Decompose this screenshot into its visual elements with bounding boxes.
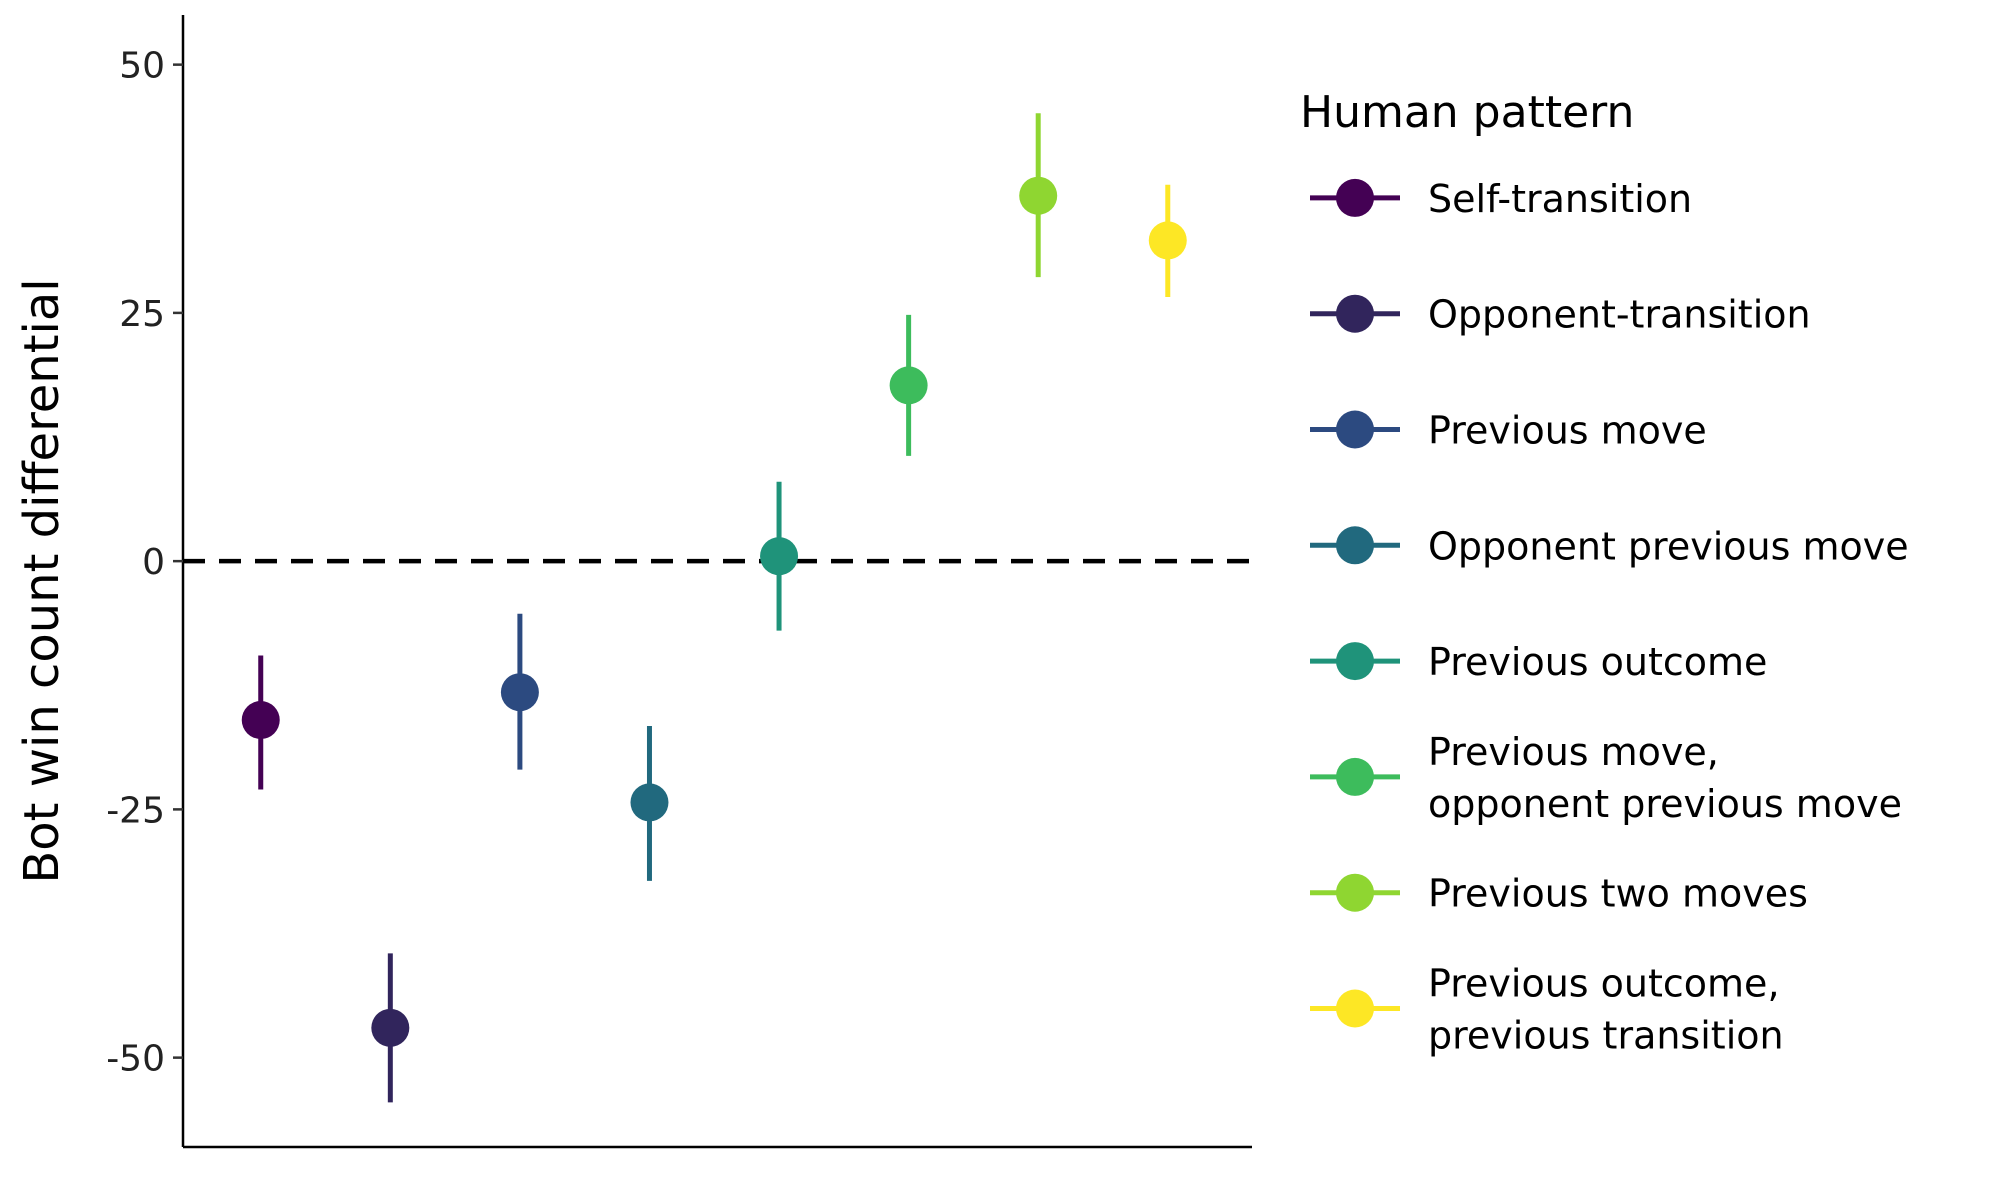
legend-key-point [1336, 873, 1374, 912]
series-mark [241, 655, 280, 790]
legend-title: Human pattern [1300, 87, 1634, 138]
legend-label: Previous two moves [1428, 872, 1808, 916]
series-mark [1148, 184, 1187, 298]
legend-item: Previous outcome, previous transition [1310, 962, 1784, 1058]
legend-key-point [1336, 642, 1374, 681]
data-point [500, 673, 539, 712]
legend-key-point [1336, 178, 1374, 217]
legend-label: previous transition [1428, 1014, 1784, 1058]
legend-label: Previous move, [1428, 730, 1719, 774]
legend-item: Opponent-transition [1310, 293, 1811, 337]
series-mark [760, 481, 799, 631]
legend-item: Previous two moves [1310, 872, 1808, 916]
y-axis-title: Bot win count differential [14, 278, 70, 883]
data-point [630, 783, 669, 822]
legend-label: Previous outcome, [1428, 962, 1780, 1006]
series-mark [371, 953, 410, 1103]
legend-label: Opponent previous move [1428, 524, 1909, 568]
series-mark [889, 314, 928, 456]
legend-key-point [1336, 410, 1374, 449]
legend-layer: Human pattern Self-transition Opponent-tr… [1300, 87, 1909, 1058]
legend-label: opponent previous move [1428, 782, 1902, 826]
y-tick-label: -25 [106, 790, 165, 831]
legend-key-point [1336, 757, 1374, 796]
legend-key-point [1336, 294, 1374, 333]
legend-key-point [1336, 526, 1374, 565]
series-mark [500, 613, 539, 770]
series-mark [630, 725, 669, 881]
data-point [1148, 221, 1187, 260]
legend-item: Previous move [1310, 409, 1707, 453]
legend-item: Self-transition [1310, 177, 1692, 221]
legend-label: Self-transition [1428, 177, 1692, 221]
series-mark [1019, 113, 1058, 278]
data-point [371, 1008, 410, 1047]
data-point [1019, 176, 1058, 215]
y-tick-label: 25 [119, 294, 165, 335]
y-tick-label: -50 [106, 1039, 165, 1080]
legend-label: Previous move [1428, 409, 1707, 453]
data-point [760, 537, 799, 576]
legend-label: Opponent-transition [1428, 293, 1811, 337]
axes-layer: 50 25 0 -25 -50 [106, 15, 1252, 1149]
y-tick-label: 0 [142, 542, 165, 583]
legend-item: Opponent previous move [1310, 524, 1909, 568]
data-point [241, 701, 280, 740]
marks-layer [241, 113, 1187, 1103]
data-point [889, 366, 928, 405]
legend-item: Previous outcome [1310, 640, 1767, 684]
legend-key-point [1336, 989, 1374, 1028]
legend-label: Previous outcome [1428, 640, 1767, 684]
legend-item: Previous move, opponent previous move [1310, 730, 1902, 826]
y-tick-label: 50 [119, 46, 165, 87]
